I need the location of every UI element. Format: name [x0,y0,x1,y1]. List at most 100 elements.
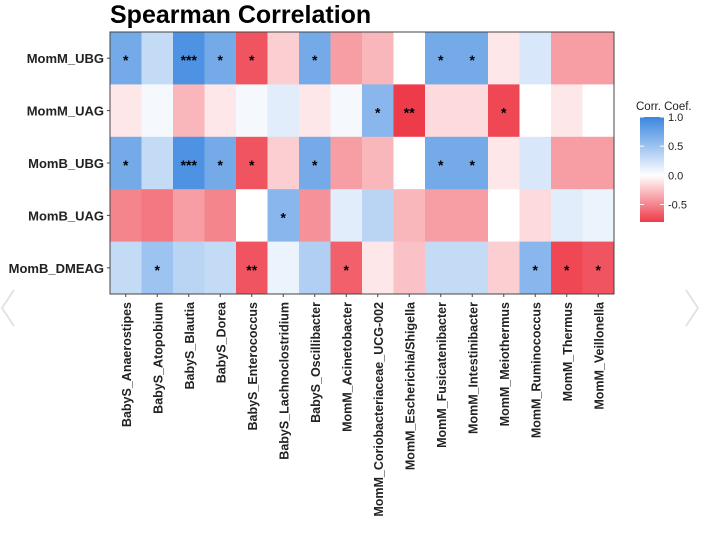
heatmap-cell [425,84,457,138]
significance-mark: * [438,157,444,173]
heatmap-cell [519,136,552,190]
heatmap-cell [141,136,174,190]
significance-mark: * [312,157,318,173]
heatmap-cell [204,189,237,242]
heatmap-cell [456,189,489,242]
heatmap-cell [551,84,583,138]
legend-tick-label: -0.5 [668,200,687,212]
heatmap-cell [393,32,426,85]
heatmap-cell [456,136,489,190]
heatmap-cell [267,32,300,85]
column-label: MomM_Veillonella [592,301,606,410]
heatmap-cell [173,241,205,295]
heatmap-cell [362,136,394,190]
heatmap-cell [330,189,363,242]
heatmap-cell [519,32,552,85]
heatmap-cell [425,32,457,85]
heatmap-cell [393,189,426,242]
heatmap-cell [236,84,268,138]
column-labels: BabyS_Anaerostipes BabyS_Atopobium BabyS_B… [120,294,606,517]
heatmap-cell [519,84,552,138]
heatmap-cell [267,136,300,190]
heatmap-cell [236,241,268,295]
heatmap-cell [362,32,394,85]
column-label: MomM_Acinetobacter [340,302,354,432]
significance-mark: *** [181,52,198,68]
heatmap-cell [582,136,615,190]
heatmap-cell [330,136,363,190]
heatmap-cell [204,32,237,85]
significance-mark: *** [181,157,198,173]
heatmap-cell [204,136,237,190]
heatmap-cells [110,32,615,295]
legend-ticks: 1.0 0.5 0.0 -0.5 [640,112,687,212]
significance-mark: * [218,52,224,68]
legend: Corr. Coef. 1.0 0.5 0.0 -0.5 [636,101,692,222]
heatmap-cell [236,189,268,242]
column-label: MomM_Ruminococcus [529,302,543,438]
heatmap-cell [110,241,142,295]
legend-tick-label: 0.5 [668,141,683,153]
next-arrow-icon[interactable] [685,289,700,327]
heatmap-cell [456,84,489,138]
heatmap-cell [299,32,331,85]
heatmap-cell [393,136,426,190]
significance-mark: * [501,105,507,121]
column-label: BabyS_Lachnoclostridium [277,302,291,460]
column-label: MomM_Intestinibacter [466,302,480,434]
significance-mark: * [344,262,350,278]
significance-mark: * [123,157,129,173]
heatmap-cell [236,136,268,190]
heatmap-cell [141,241,174,295]
heatmap-cell [582,32,615,85]
legend-colorbar [640,117,664,222]
heatmap-cell [519,241,552,295]
column-label: BabyS_Oscillibacter [309,302,323,423]
column-label: MomM_Coriobacteriaceae_UCG-002 [372,302,386,517]
row-label: MomM_UBG [27,51,104,66]
significance-mark: ** [404,105,415,121]
column-label: BabyS_Atopobium [151,302,165,414]
significance-marks: * *** * * * * ** ** ** *** * * * * *** ** * * * * [123,52,602,278]
heatmap-cell [173,84,205,138]
legend-tick-label: 0.0 [668,170,683,182]
column-label: BabyS_Blautia [183,301,197,390]
significance-mark: * [470,157,476,173]
heatmap-cell [204,241,237,295]
heatmap-cell [582,241,615,295]
heatmap-cell [141,189,174,242]
legend-tick-label: 1.0 [668,112,683,124]
row-label: MomB_DMEAG [9,261,104,276]
heatmap-cell [299,84,331,138]
significance-mark: * [281,209,287,225]
heatmap-cell [425,136,457,190]
heatmap-cell [204,84,237,138]
previous-arrow-icon[interactable] [0,289,15,327]
heatmap-cell [488,32,520,85]
heatmap-cell [362,84,394,138]
heatmap-cell [110,84,142,138]
heatmap-cell [393,84,426,138]
heatmap-cell [362,189,394,242]
heatmap-cell [425,189,457,242]
heatmap-cell [488,136,520,190]
row-label: MomB_UAG [28,208,104,223]
heatmap-cell [299,136,331,190]
heatmap-cell [110,136,142,190]
significance-mark: * [533,262,539,278]
heatmap-cell [488,189,520,242]
heatmap-cell [173,136,205,190]
heatmap-cell [488,84,520,138]
significance-mark: * [438,52,444,68]
heatmap-cell [299,189,331,242]
heatmap-cell [425,241,457,295]
heatmap-cell [141,32,174,85]
heatmap-cell [330,32,363,85]
heatmap-cell [551,189,583,242]
row-label: MomB_UBG [28,156,104,171]
heatmap-cell [299,241,331,295]
significance-mark: * [375,105,381,121]
column-label: BabyS_Anaerostipes [120,302,134,427]
heatmap-cell [362,241,394,295]
